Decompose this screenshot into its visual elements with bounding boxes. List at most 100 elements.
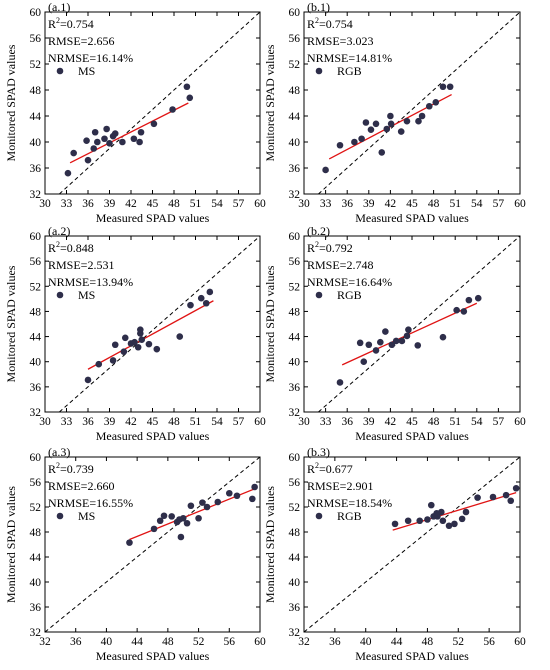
x-tick-label: 36 <box>341 416 353 428</box>
x-tick-label: 56 <box>483 636 495 648</box>
legend-marker <box>56 291 64 299</box>
y-tick-label: 56 <box>289 256 301 268</box>
legend-marker <box>315 291 323 299</box>
x-tick-label: 42 <box>125 416 137 428</box>
y-tick-label: 40 <box>30 357 42 369</box>
y-axis-label: Monitored SPAD values <box>263 486 277 603</box>
y-tick-label: 52 <box>30 59 42 71</box>
data-point <box>187 301 194 309</box>
y-tick-label: 32 <box>30 407 42 419</box>
data-point <box>322 166 329 174</box>
data-point <box>424 516 431 523</box>
x-tick-label: 54 <box>211 416 223 428</box>
r-squared-label: R <box>307 17 315 31</box>
x-tick-label: 44 <box>131 636 143 648</box>
x-tick-label: 30 <box>298 198 310 210</box>
data-point <box>398 337 406 345</box>
r-squared-label: R <box>307 462 315 476</box>
data-point <box>84 376 92 384</box>
data-point <box>372 347 380 354</box>
data-point <box>225 489 233 497</box>
data-point <box>168 513 175 520</box>
data-point <box>197 294 205 302</box>
r-squared-value: =0.754 <box>319 17 353 31</box>
x-tick-label: 39 <box>363 198 375 210</box>
nrmse-text: NRMSE=14.81% <box>307 51 392 65</box>
data-point <box>360 358 368 366</box>
data-point <box>173 518 181 526</box>
data-point <box>382 328 389 335</box>
data-point <box>465 296 473 304</box>
y-tick-label: 52 <box>289 281 301 293</box>
data-point <box>176 333 184 340</box>
x-tick-label: 39 <box>104 416 116 428</box>
y-tick-label: 36 <box>30 382 42 394</box>
panel-label: (b.1) <box>307 0 330 14</box>
y-tick-label: 60 <box>289 7 301 19</box>
data-point <box>453 306 460 314</box>
nrmse-text: NRMSE=18.54% <box>307 496 392 510</box>
x-tick-label: 32 <box>298 636 310 648</box>
data-point <box>427 501 435 509</box>
data-point <box>445 522 453 530</box>
x-tick-label: 40 <box>360 636 372 648</box>
x-tick-label: 60 <box>254 636 266 648</box>
r-squared-value: =0.677 <box>319 462 353 476</box>
nrmse-text: NRMSE=16.14% <box>48 51 133 65</box>
data-point <box>137 128 145 136</box>
r-squared-superscript: 2 <box>56 16 60 25</box>
data-point <box>507 497 515 505</box>
data-point <box>134 343 142 351</box>
data-point <box>202 299 210 307</box>
x-tick-label: 45 <box>147 416 159 428</box>
data-point <box>377 338 384 346</box>
y-tick-label: 40 <box>30 137 42 149</box>
y-tick-label: 44 <box>30 332 42 344</box>
data-point <box>169 106 176 113</box>
y-tick-label: 40 <box>289 577 301 589</box>
x-tick-label: 51 <box>190 198 202 210</box>
x-tick-label: 51 <box>190 416 202 428</box>
chart-panel-1: 30 33 36 39 42 45 48 51 54 57 60 32 36 40 44 48 52 56 60 Me… <box>4 0 266 225</box>
data-point <box>187 502 195 510</box>
data-point <box>233 492 241 500</box>
data-point <box>439 517 447 525</box>
data-point <box>130 135 138 143</box>
y-axis-label: Monitored SPAD values <box>4 265 18 382</box>
r-squared-text: R2=0.754 <box>48 16 94 31</box>
y-tick-label: 56 <box>30 256 42 268</box>
chart-panel-3: 30 33 36 39 42 45 48 51 54 57 60 32 36 40 44 48 52 56 60 Me… <box>4 224 266 443</box>
panel-label: (a.3) <box>48 445 70 459</box>
one-to-one-line <box>59 235 261 413</box>
y-tick-label: 56 <box>30 477 42 489</box>
y-tick-label: 36 <box>289 163 301 175</box>
data-point <box>414 342 422 349</box>
data-point <box>474 494 481 501</box>
x-tick-label: 60 <box>254 198 266 210</box>
x-tick-label: 56 <box>224 636 236 648</box>
r-squared-superscript: 2 <box>56 240 60 249</box>
y-tick-label: 32 <box>30 189 42 201</box>
y-tick-label: 48 <box>30 85 42 97</box>
data-point <box>177 533 185 541</box>
x-tick-label: 45 <box>406 198 418 210</box>
x-tick-label: 39 <box>363 416 375 428</box>
data-point <box>160 512 168 520</box>
r-squared-text: R2=0.754 <box>307 16 353 31</box>
x-tick-label: 33 <box>320 416 332 428</box>
data-point <box>367 126 375 133</box>
data-point <box>203 503 211 511</box>
y-tick-label: 32 <box>289 189 301 201</box>
rmse-text: RMSE=2.748 <box>307 258 373 272</box>
data-point <box>403 117 411 125</box>
y-tick-label: 44 <box>289 111 301 123</box>
one-to-one-line <box>318 11 521 195</box>
r-squared-text: R2=0.677 <box>307 461 353 476</box>
data-point <box>111 341 119 349</box>
data-point <box>446 83 454 91</box>
data-point <box>153 345 161 353</box>
data-point <box>336 141 344 149</box>
data-point <box>206 288 214 296</box>
data-point <box>351 138 358 146</box>
